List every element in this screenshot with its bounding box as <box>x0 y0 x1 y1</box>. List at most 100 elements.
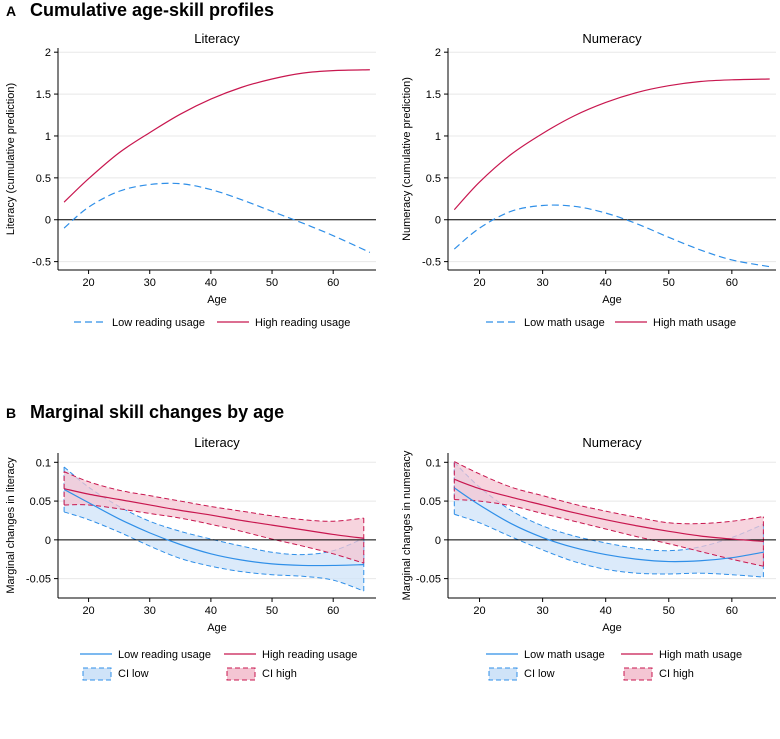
ci-low-band <box>64 466 364 592</box>
x-tick-label: 60 <box>327 605 339 617</box>
legend-item: Low math usage <box>486 649 605 661</box>
legend-label: CI low <box>118 668 149 680</box>
x-axis-label: Age <box>207 294 227 306</box>
x-tick-label: 40 <box>600 277 612 289</box>
legend-swatch <box>623 667 653 681</box>
x-tick-label: 40 <box>205 277 217 289</box>
y-tick-label: 0.5 <box>36 173 51 185</box>
legend-swatch <box>226 667 256 681</box>
y-tick-label: 1 <box>45 131 51 143</box>
legend-label: High reading usage <box>255 317 350 329</box>
x-tick-label: 50 <box>663 605 675 617</box>
ci-high-band-lower-edge <box>454 499 764 567</box>
legend-label: Low reading usage <box>118 649 211 661</box>
series-high-line <box>63 488 364 539</box>
legend-item: CI high <box>623 667 694 681</box>
y-tick-label: 1 <box>435 131 441 143</box>
x-tick-label: 40 <box>600 605 612 617</box>
y-tick-label: 0.1 <box>426 457 441 469</box>
y-tick-label: 0.1 <box>36 457 51 469</box>
panel-a-letter: A <box>6 3 16 19</box>
y-axis-label: Marginal changes in numeracy <box>401 450 413 600</box>
y-tick-label: 0 <box>45 535 51 547</box>
legend-item: Low reading usage <box>80 649 211 661</box>
legend-label: Low math usage <box>524 317 605 329</box>
legend-item: High math usage <box>615 317 736 329</box>
y-tick-label: -0.5 <box>422 257 441 269</box>
x-tick-label: 30 <box>144 605 156 617</box>
series-high-line <box>454 478 764 542</box>
legend-swatch <box>82 667 112 681</box>
y-tick-label: 2 <box>45 47 51 59</box>
x-tick-label: 20 <box>473 605 485 617</box>
x-axis-label: Age <box>602 622 622 634</box>
chart-B-numeracy: Numeracy -0.05 0 0.05 0.1 20 30 40 50 60 Age Margin… <box>401 435 776 681</box>
legend-item: High reading usage <box>224 649 357 661</box>
x-tick-label: 40 <box>205 605 217 617</box>
x-tick-label: 30 <box>536 605 548 617</box>
legend-item: Low reading usage <box>74 317 205 329</box>
legend-label: High math usage <box>659 649 742 661</box>
subplot-title: Numeracy <box>582 31 642 46</box>
y-tick-label: -0.5 <box>32 257 51 269</box>
legend-label: High reading usage <box>262 649 357 661</box>
y-tick-label: -0.05 <box>26 574 51 586</box>
panel-a-title: Cumulative age-skill profiles <box>30 0 274 20</box>
legend-label: Low math usage <box>524 649 605 661</box>
y-tick-label: 2 <box>435 47 441 59</box>
y-tick-label: 0.05 <box>30 496 51 508</box>
ci-low-band-lower-edge <box>454 513 764 578</box>
series-high-line <box>63 69 370 203</box>
chart-A-literacy: Literacy -0.5 0 0.5 1 1.5 2 20 30 40 50 60 Age Litera… <box>5 31 376 329</box>
x-tick-label: 60 <box>726 277 738 289</box>
subplot-title: Literacy <box>194 31 240 46</box>
series-low-line <box>63 182 371 253</box>
y-tick-label: 0 <box>435 535 441 547</box>
ci-low-band <box>454 462 764 578</box>
ci-low-band-lower-edge <box>63 511 364 592</box>
subplot-title: Literacy <box>194 435 240 450</box>
series-low-line <box>63 488 364 567</box>
legend-item: High reading usage <box>217 317 350 329</box>
y-tick-label: -0.05 <box>416 574 441 586</box>
legend-item: CI high <box>226 667 297 681</box>
subplot-title: Numeracy <box>582 435 642 450</box>
legend-label: CI high <box>659 668 694 680</box>
chart-B-literacy: Literacy -0.05 0 0.05 0.1 20 30 40 50 60 Age Margin… <box>5 435 376 681</box>
x-tick-label: 50 <box>266 277 278 289</box>
y-tick-label: 0 <box>435 215 441 227</box>
x-tick-label: 30 <box>536 277 548 289</box>
ci-high-band-upper-edge <box>454 461 764 525</box>
legend-item: Low math usage <box>486 317 605 329</box>
ci-high-band-upper-edge <box>63 471 364 522</box>
y-tick-label: 0 <box>45 215 51 227</box>
legend-swatch <box>488 667 518 681</box>
x-tick-label: 50 <box>266 605 278 617</box>
panel-b-letter: B <box>6 405 16 421</box>
series-low-line <box>453 487 764 563</box>
ci-high-band-lower-edge <box>64 504 364 564</box>
legend-item: CI low <box>82 667 149 681</box>
x-axis-label: Age <box>207 622 227 634</box>
y-tick-label: 0.05 <box>420 496 441 508</box>
x-tick-label: 30 <box>144 277 156 289</box>
y-axis-label: Marginal changes in literacy <box>5 457 17 594</box>
x-tick-label: 60 <box>327 277 339 289</box>
y-axis-label: Literacy (cumulative prediction) <box>5 83 17 235</box>
series-high-line <box>453 78 770 211</box>
x-tick-label: 20 <box>82 277 94 289</box>
y-axis-label: Numeracy (cumulative prediction) <box>401 77 413 241</box>
legend-item: CI low <box>488 667 555 681</box>
x-tick-label: 20 <box>473 277 485 289</box>
legend-label: CI low <box>524 668 555 680</box>
legend-label: CI high <box>262 668 297 680</box>
legend-label: High math usage <box>653 317 736 329</box>
legend-item: High math usage <box>621 649 742 661</box>
x-tick-label: 50 <box>663 277 675 289</box>
series-low-line <box>453 204 770 268</box>
panel-b-title: Marginal skill changes by age <box>30 402 284 422</box>
legend-label: Low reading usage <box>112 317 205 329</box>
y-tick-label: 1.5 <box>426 89 441 101</box>
